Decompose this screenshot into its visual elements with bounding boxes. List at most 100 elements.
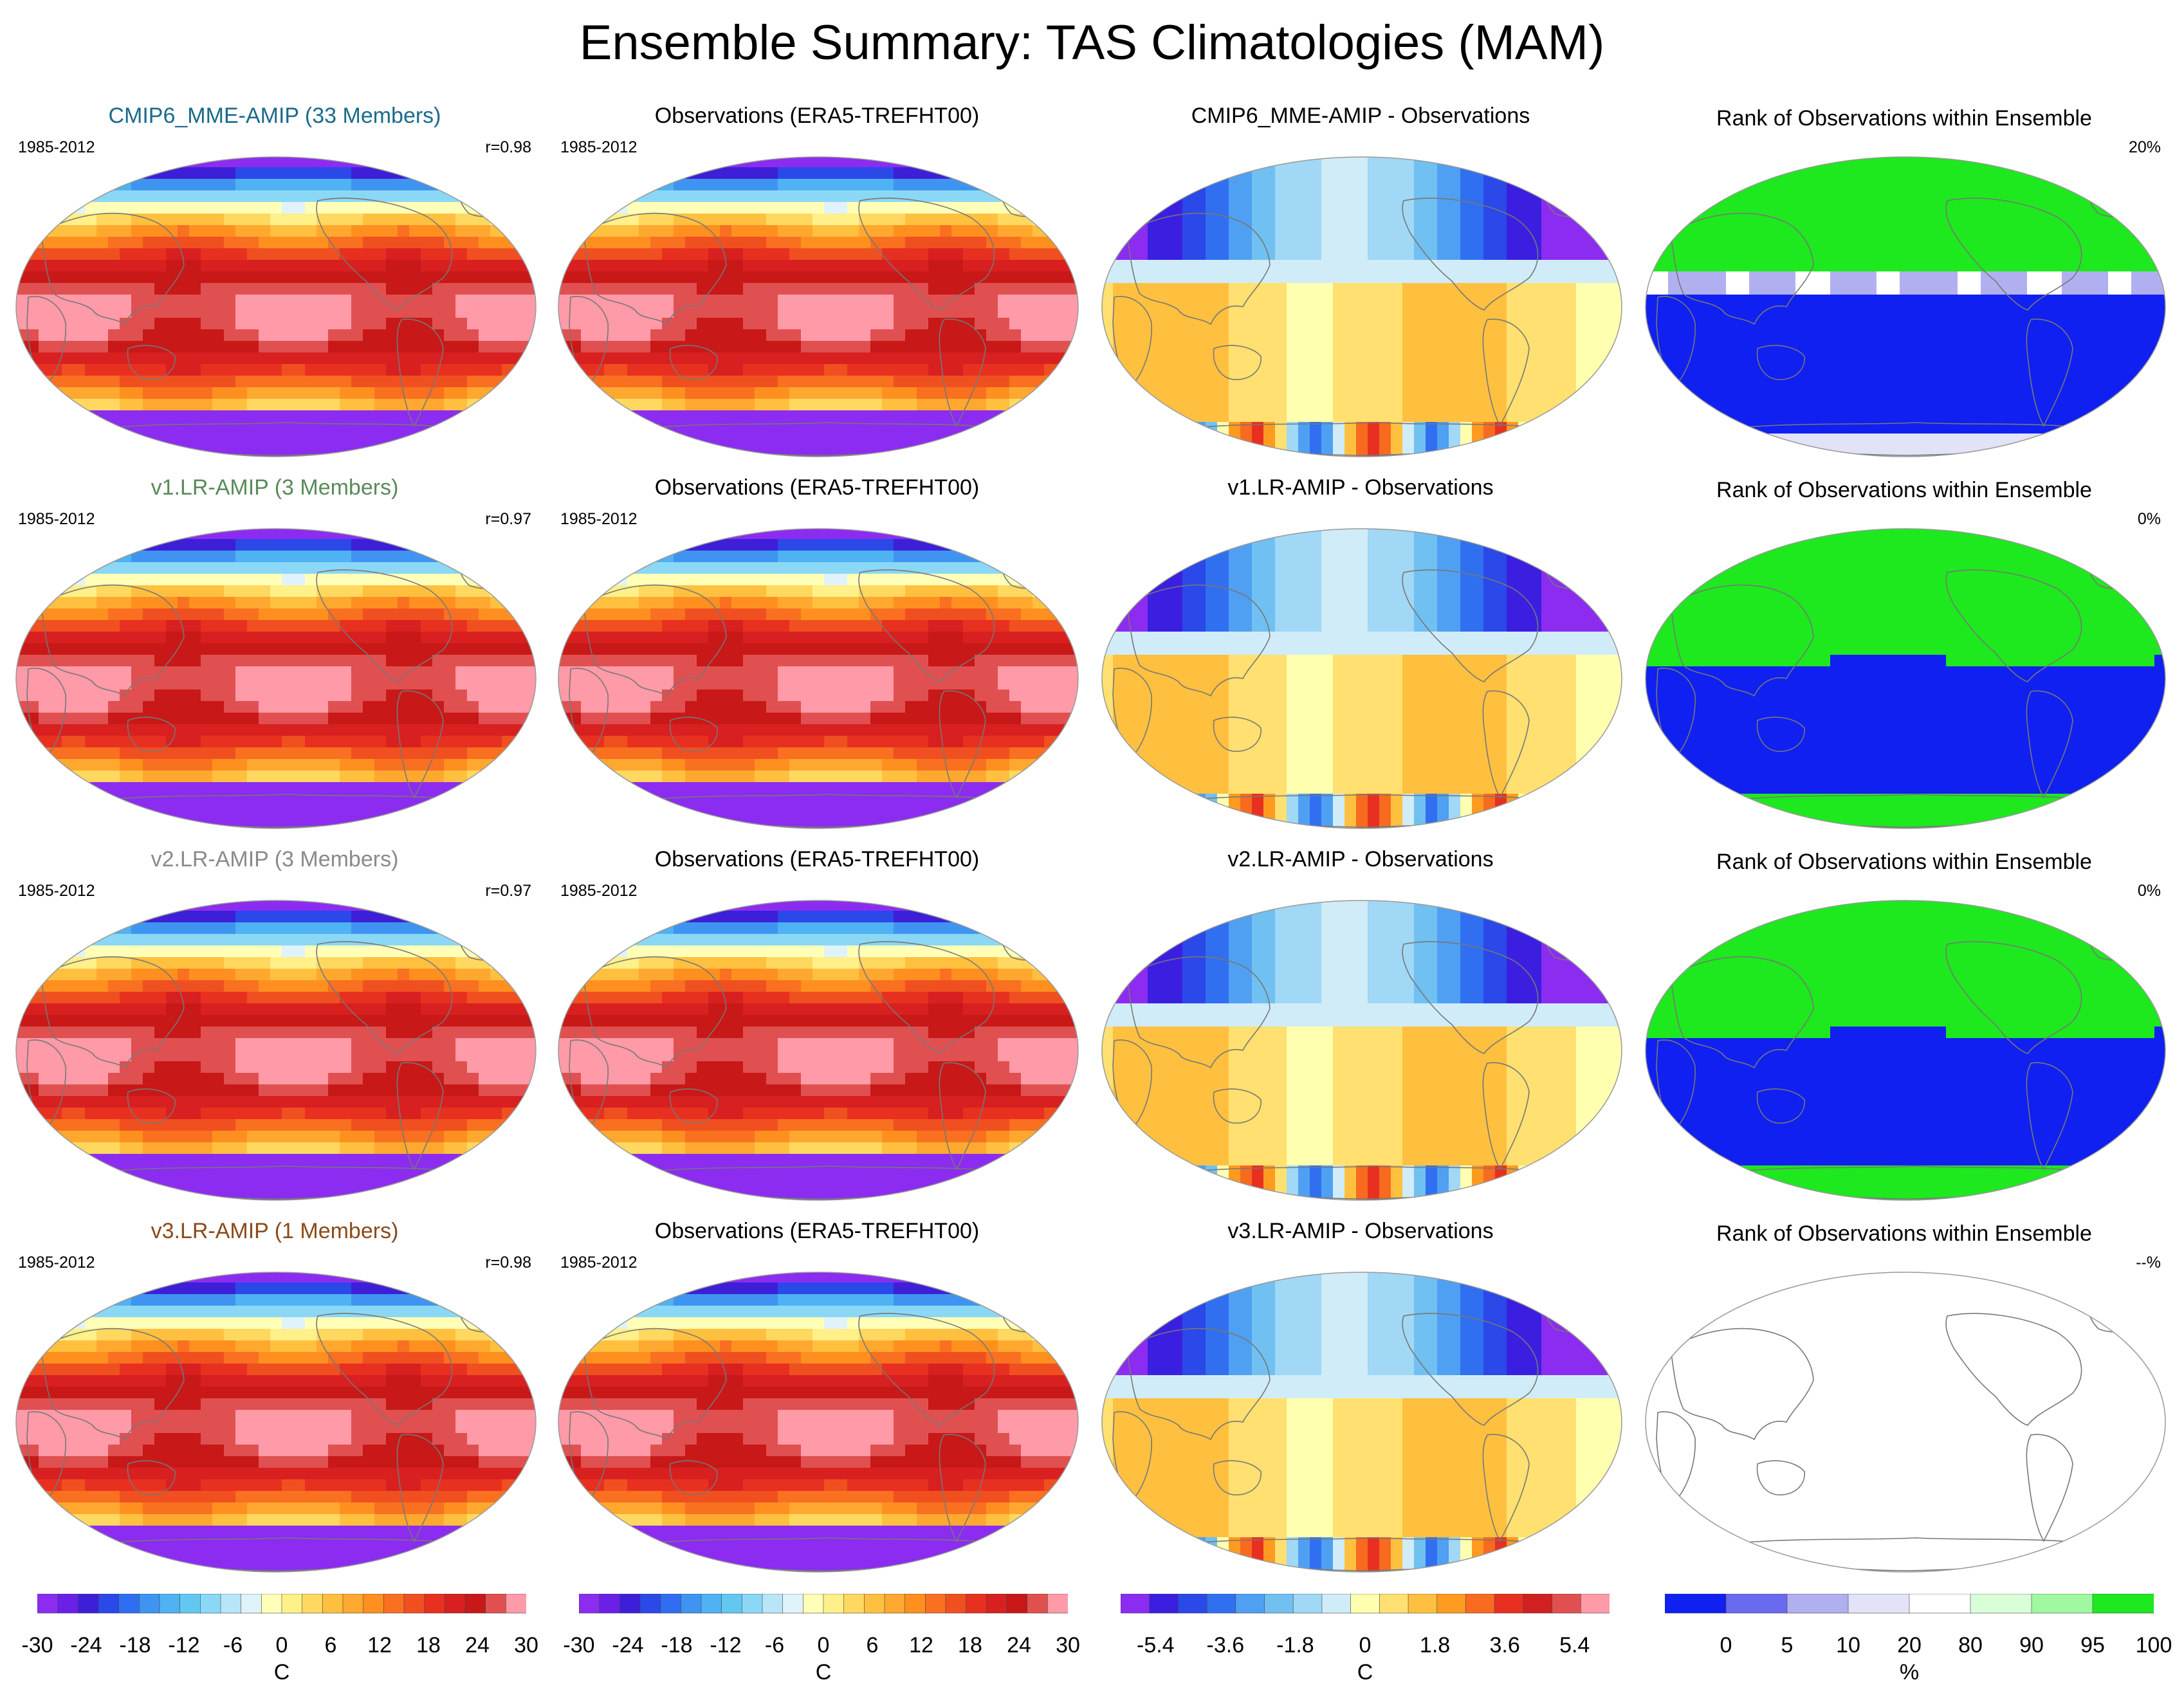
coastline-australia <box>127 1460 176 1495</box>
map-obs <box>558 528 1079 829</box>
map-border <box>558 528 1079 829</box>
colorbar-swatch <box>1206 1594 1236 1614</box>
colorbar-swatch <box>1436 1594 1467 1614</box>
coastline-south-america <box>396 1434 444 1542</box>
colorbar-swatch <box>681 1594 702 1614</box>
colorbar-swatch <box>2031 1594 2093 1614</box>
colorbar-tick-label: 3.6 <box>1489 1633 1520 1657</box>
panel-correlation: r=0.98 <box>485 138 531 156</box>
coastline-africa <box>1112 296 1152 388</box>
coastline-north-america <box>1402 569 1539 682</box>
colorbar-swatch <box>1379 1594 1409 1614</box>
colorbar-swatch <box>782 1594 804 1614</box>
colorbar-swatch <box>1006 1594 1028 1614</box>
map-model <box>15 900 537 1201</box>
map-model <box>15 1272 537 1573</box>
panel-title: Observations (ERA5-TREFHT00) <box>654 847 980 872</box>
colorbar-swatch <box>966 1594 987 1614</box>
map-field <box>1656 1295 2141 1571</box>
colorbar-swatch <box>1321 1594 1352 1614</box>
panel-model-row4: v3.LR-AMIP (1 Members) 1985-2012 r=0.98 <box>8 1218 542 1578</box>
colorbar-swatch <box>485 1594 507 1614</box>
panel-rank-row4: Rank of Observations within Ensemble --% <box>1637 1218 2171 1578</box>
panel-rank-row3: Rank of Observations within Ensemble 0% <box>1637 846 2171 1207</box>
colorbar-swatch <box>37 1594 59 1614</box>
colorbar-tick-label: -1.8 <box>1276 1633 1314 1657</box>
colorbar-swatch <box>445 1594 466 1614</box>
panel-rank-percent: 0% <box>2137 882 2161 900</box>
panel-diff-row4: v3.LR-AMIP - Observations <box>1094 1218 1628 1578</box>
panel-correlation: r=0.97 <box>485 510 531 528</box>
colorbar-tick-label: 100 <box>2135 1633 2172 1657</box>
colorbar-tick-label: 5.4 <box>1559 1633 1590 1657</box>
coastline-africa <box>26 1411 66 1504</box>
map-field <box>558 529 1078 828</box>
coastline-africa <box>26 1039 66 1132</box>
coastline-south-america <box>939 318 986 427</box>
colorbar-unit: C <box>273 1660 290 1684</box>
colorbar-tick-label: 5 <box>1781 1633 1794 1657</box>
coastline-south-america <box>1482 1062 1530 1171</box>
colorbar-swatch <box>1264 1594 1294 1614</box>
panel-period: 1985-2012 <box>560 138 638 156</box>
map-border <box>1101 156 1622 457</box>
coastline-north-america <box>316 197 453 311</box>
map-border <box>558 1272 1079 1573</box>
coastline-australia <box>669 1088 718 1124</box>
coastline-australia <box>127 1088 176 1124</box>
colorbar-swatch <box>1465 1594 1495 1614</box>
panel-rank-row1: Rank of Observations within Ensemble 20% <box>1637 103 2171 463</box>
map-field <box>558 900 1078 1200</box>
panel-title: Rank of Observations within Ensemble <box>1716 478 2092 502</box>
coastline-south-america <box>2026 318 2073 427</box>
panel-model-row3: v2.LR-AMIP (3 Members) 1985-2012 r=0.97 <box>8 846 542 1207</box>
coastline-australia <box>1213 1460 1262 1495</box>
coastline-south-america <box>939 690 986 799</box>
panel-obs-row2: Observations (ERA5-TREFHT00) 1985-2012 <box>550 475 1084 835</box>
coastline-eurasia <box>41 584 185 697</box>
coastline-south-america <box>2026 1062 2073 1171</box>
colorbar-swatch <box>1494 1594 1524 1614</box>
map-field <box>1102 1272 1622 1572</box>
coastline-eurasia <box>1126 584 1271 697</box>
map-field <box>16 900 536 1200</box>
colorbar-tick-label: 12 <box>367 1633 392 1657</box>
coastline-africa <box>569 668 609 760</box>
colorbar-swatch <box>579 1594 600 1614</box>
map-field <box>1646 529 2165 828</box>
map-border <box>15 1272 537 1573</box>
map-border <box>1645 900 2166 1201</box>
map-border <box>1101 528 1622 829</box>
map-diff <box>1101 1272 1622 1573</box>
panel-title: Rank of Observations within Ensemble <box>1716 850 2092 874</box>
coastline-eurasia <box>1670 1328 1814 1441</box>
coastline-north-america <box>316 1313 453 1426</box>
colorbar-swatch <box>1350 1594 1381 1614</box>
coastline-africa <box>1656 1411 1696 1504</box>
panel-period: 1985-2012 <box>560 510 638 528</box>
coastline-africa <box>569 1411 609 1504</box>
coastline-north-america <box>1402 197 1539 311</box>
colorbar-tick-label: -30 <box>21 1633 53 1657</box>
coastline-africa <box>569 1039 609 1132</box>
colorbar-swatch <box>1027 1594 1049 1614</box>
panel-title: Observations (ERA5-TREFHT00) <box>654 104 980 128</box>
panel-model-row2: v1.LR-AMIP (3 Members) 1985-2012 r=0.97 <box>8 475 542 835</box>
colorbar-swatch <box>342 1594 364 1614</box>
panel-rank-percent: 0% <box>2137 510 2161 528</box>
colorbar-swatch <box>281 1594 303 1614</box>
colorbar-swatch <box>200 1594 221 1614</box>
map-field <box>1102 157 1622 457</box>
coastline-south-america <box>396 318 444 427</box>
coastline-eurasia <box>1670 956 1814 1069</box>
colorbar-swatch <box>220 1594 242 1614</box>
coastline-africa <box>1656 1039 1696 1132</box>
coastline-eurasia <box>1126 1328 1271 1441</box>
map-model <box>15 528 537 829</box>
map-obs <box>558 156 1079 457</box>
map-border <box>1645 1272 2166 1573</box>
colorbar-swatch <box>701 1594 722 1614</box>
colorbar-swatch <box>1408 1594 1438 1614</box>
coastline-north-america <box>1945 941 2082 1054</box>
colorbar-swatch <box>302 1594 324 1614</box>
